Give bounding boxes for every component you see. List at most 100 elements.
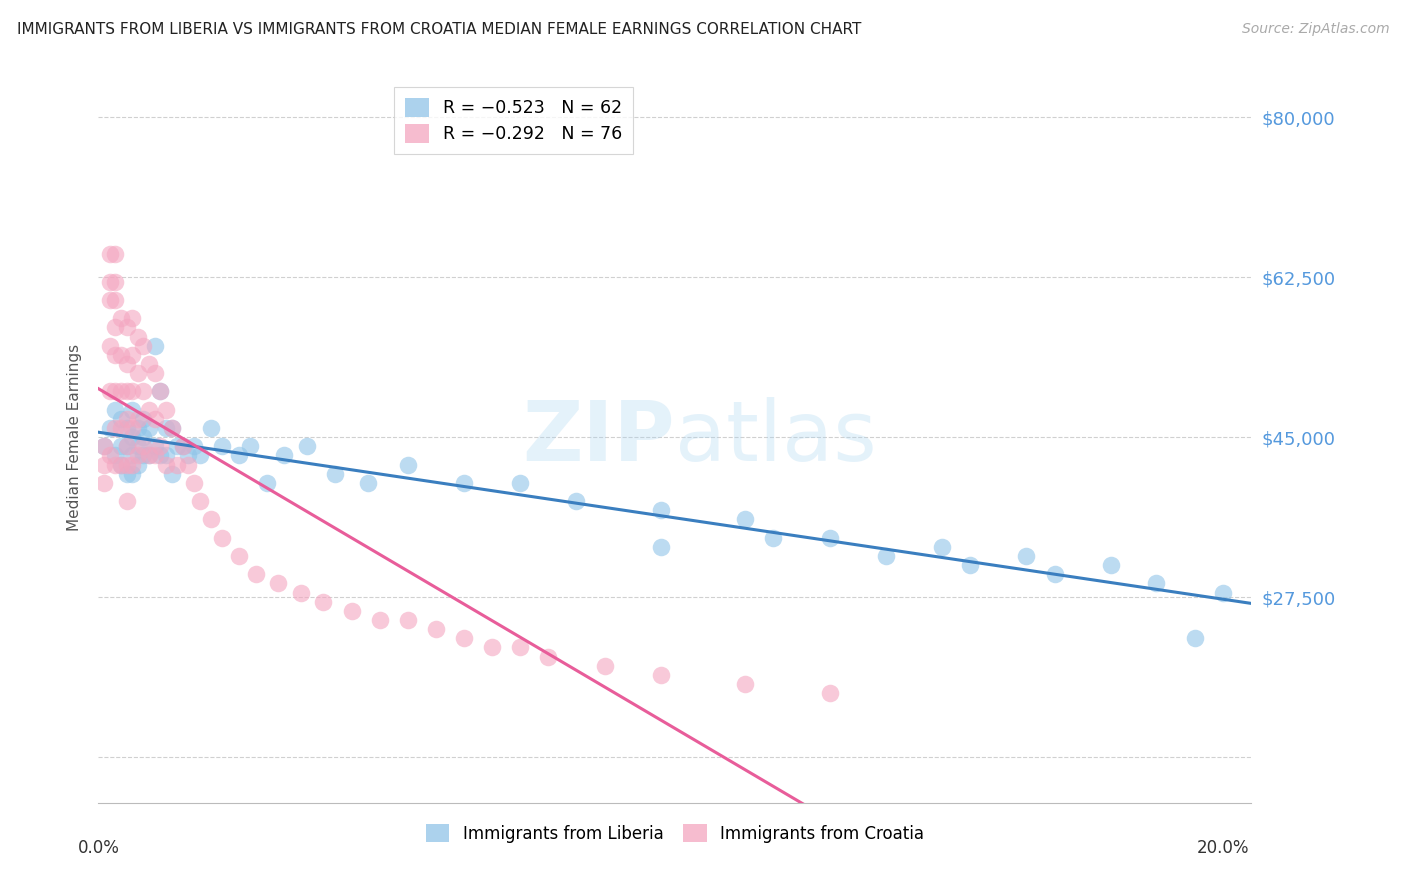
Point	[110, 348, 132, 362]
Point	[127, 329, 149, 343]
Point	[98, 421, 121, 435]
Point	[121, 430, 143, 444]
Point	[115, 458, 138, 472]
Point	[166, 458, 188, 472]
Text: 0.0%: 0.0%	[77, 839, 120, 857]
Point	[121, 448, 143, 462]
Point	[312, 594, 335, 608]
Point	[172, 439, 194, 453]
Point	[132, 439, 155, 453]
Point	[104, 247, 127, 261]
Point	[115, 467, 138, 481]
Point	[593, 658, 616, 673]
Point	[132, 412, 155, 426]
Point	[138, 421, 160, 435]
Point	[115, 494, 138, 508]
Point	[104, 275, 127, 289]
Point	[149, 384, 172, 399]
Point	[127, 448, 149, 462]
Point	[104, 348, 127, 362]
Point	[188, 494, 211, 508]
Point	[98, 384, 121, 399]
Point	[121, 467, 143, 481]
Point	[138, 448, 160, 462]
Point	[396, 613, 419, 627]
Point	[121, 348, 143, 362]
Point	[1212, 585, 1234, 599]
Text: ZIP: ZIP	[523, 397, 675, 477]
Point	[734, 512, 756, 526]
Point	[138, 357, 160, 371]
Point	[127, 366, 149, 380]
Point	[110, 458, 132, 472]
Point	[295, 439, 318, 453]
Text: atlas: atlas	[675, 397, 876, 477]
Point	[1144, 576, 1167, 591]
Point	[121, 384, 143, 399]
Point	[115, 439, 138, 453]
Point	[115, 384, 138, 399]
Point	[104, 384, 127, 399]
Point	[132, 430, 155, 444]
Point	[273, 448, 295, 462]
Point	[98, 247, 121, 261]
Point	[228, 448, 250, 462]
Point	[183, 439, 205, 453]
Text: 20.0%: 20.0%	[1197, 839, 1250, 857]
Point	[98, 448, 121, 462]
Point	[132, 448, 155, 462]
Point	[650, 540, 672, 554]
Point	[200, 512, 222, 526]
Point	[121, 458, 143, 472]
Point	[323, 467, 346, 481]
Point	[1043, 567, 1066, 582]
Point	[160, 467, 183, 481]
Point	[104, 293, 127, 307]
Point	[138, 402, 160, 417]
Point	[239, 439, 262, 453]
Point	[875, 549, 897, 563]
Point	[245, 567, 267, 582]
Legend: Immigrants from Liberia, Immigrants from Croatia: Immigrants from Liberia, Immigrants from…	[419, 817, 931, 849]
Point	[357, 475, 380, 490]
Point	[110, 311, 132, 326]
Point	[121, 421, 143, 435]
Point	[396, 458, 419, 472]
Point	[509, 640, 531, 655]
Point	[93, 475, 115, 490]
Point	[110, 421, 132, 435]
Point	[818, 686, 841, 700]
Point	[565, 494, 588, 508]
Point	[104, 421, 127, 435]
Point	[127, 421, 149, 435]
Point	[98, 293, 121, 307]
Point	[143, 439, 166, 453]
Point	[110, 412, 132, 426]
Point	[818, 531, 841, 545]
Point	[211, 439, 233, 453]
Point	[132, 338, 155, 352]
Point	[160, 421, 183, 435]
Point	[188, 448, 211, 462]
Point	[155, 458, 177, 472]
Point	[177, 458, 200, 472]
Point	[177, 448, 200, 462]
Point	[650, 503, 672, 517]
Text: Source: ZipAtlas.com: Source: ZipAtlas.com	[1241, 22, 1389, 37]
Point	[425, 622, 447, 636]
Point	[98, 275, 121, 289]
Point	[200, 421, 222, 435]
Point	[1015, 549, 1038, 563]
Point	[650, 667, 672, 681]
Point	[290, 585, 312, 599]
Point	[267, 576, 290, 591]
Point	[127, 439, 149, 453]
Point	[160, 421, 183, 435]
Point	[149, 448, 172, 462]
Point	[453, 632, 475, 646]
Point	[959, 558, 981, 573]
Point	[228, 549, 250, 563]
Point	[115, 320, 138, 334]
Point	[166, 439, 188, 453]
Point	[115, 412, 138, 426]
